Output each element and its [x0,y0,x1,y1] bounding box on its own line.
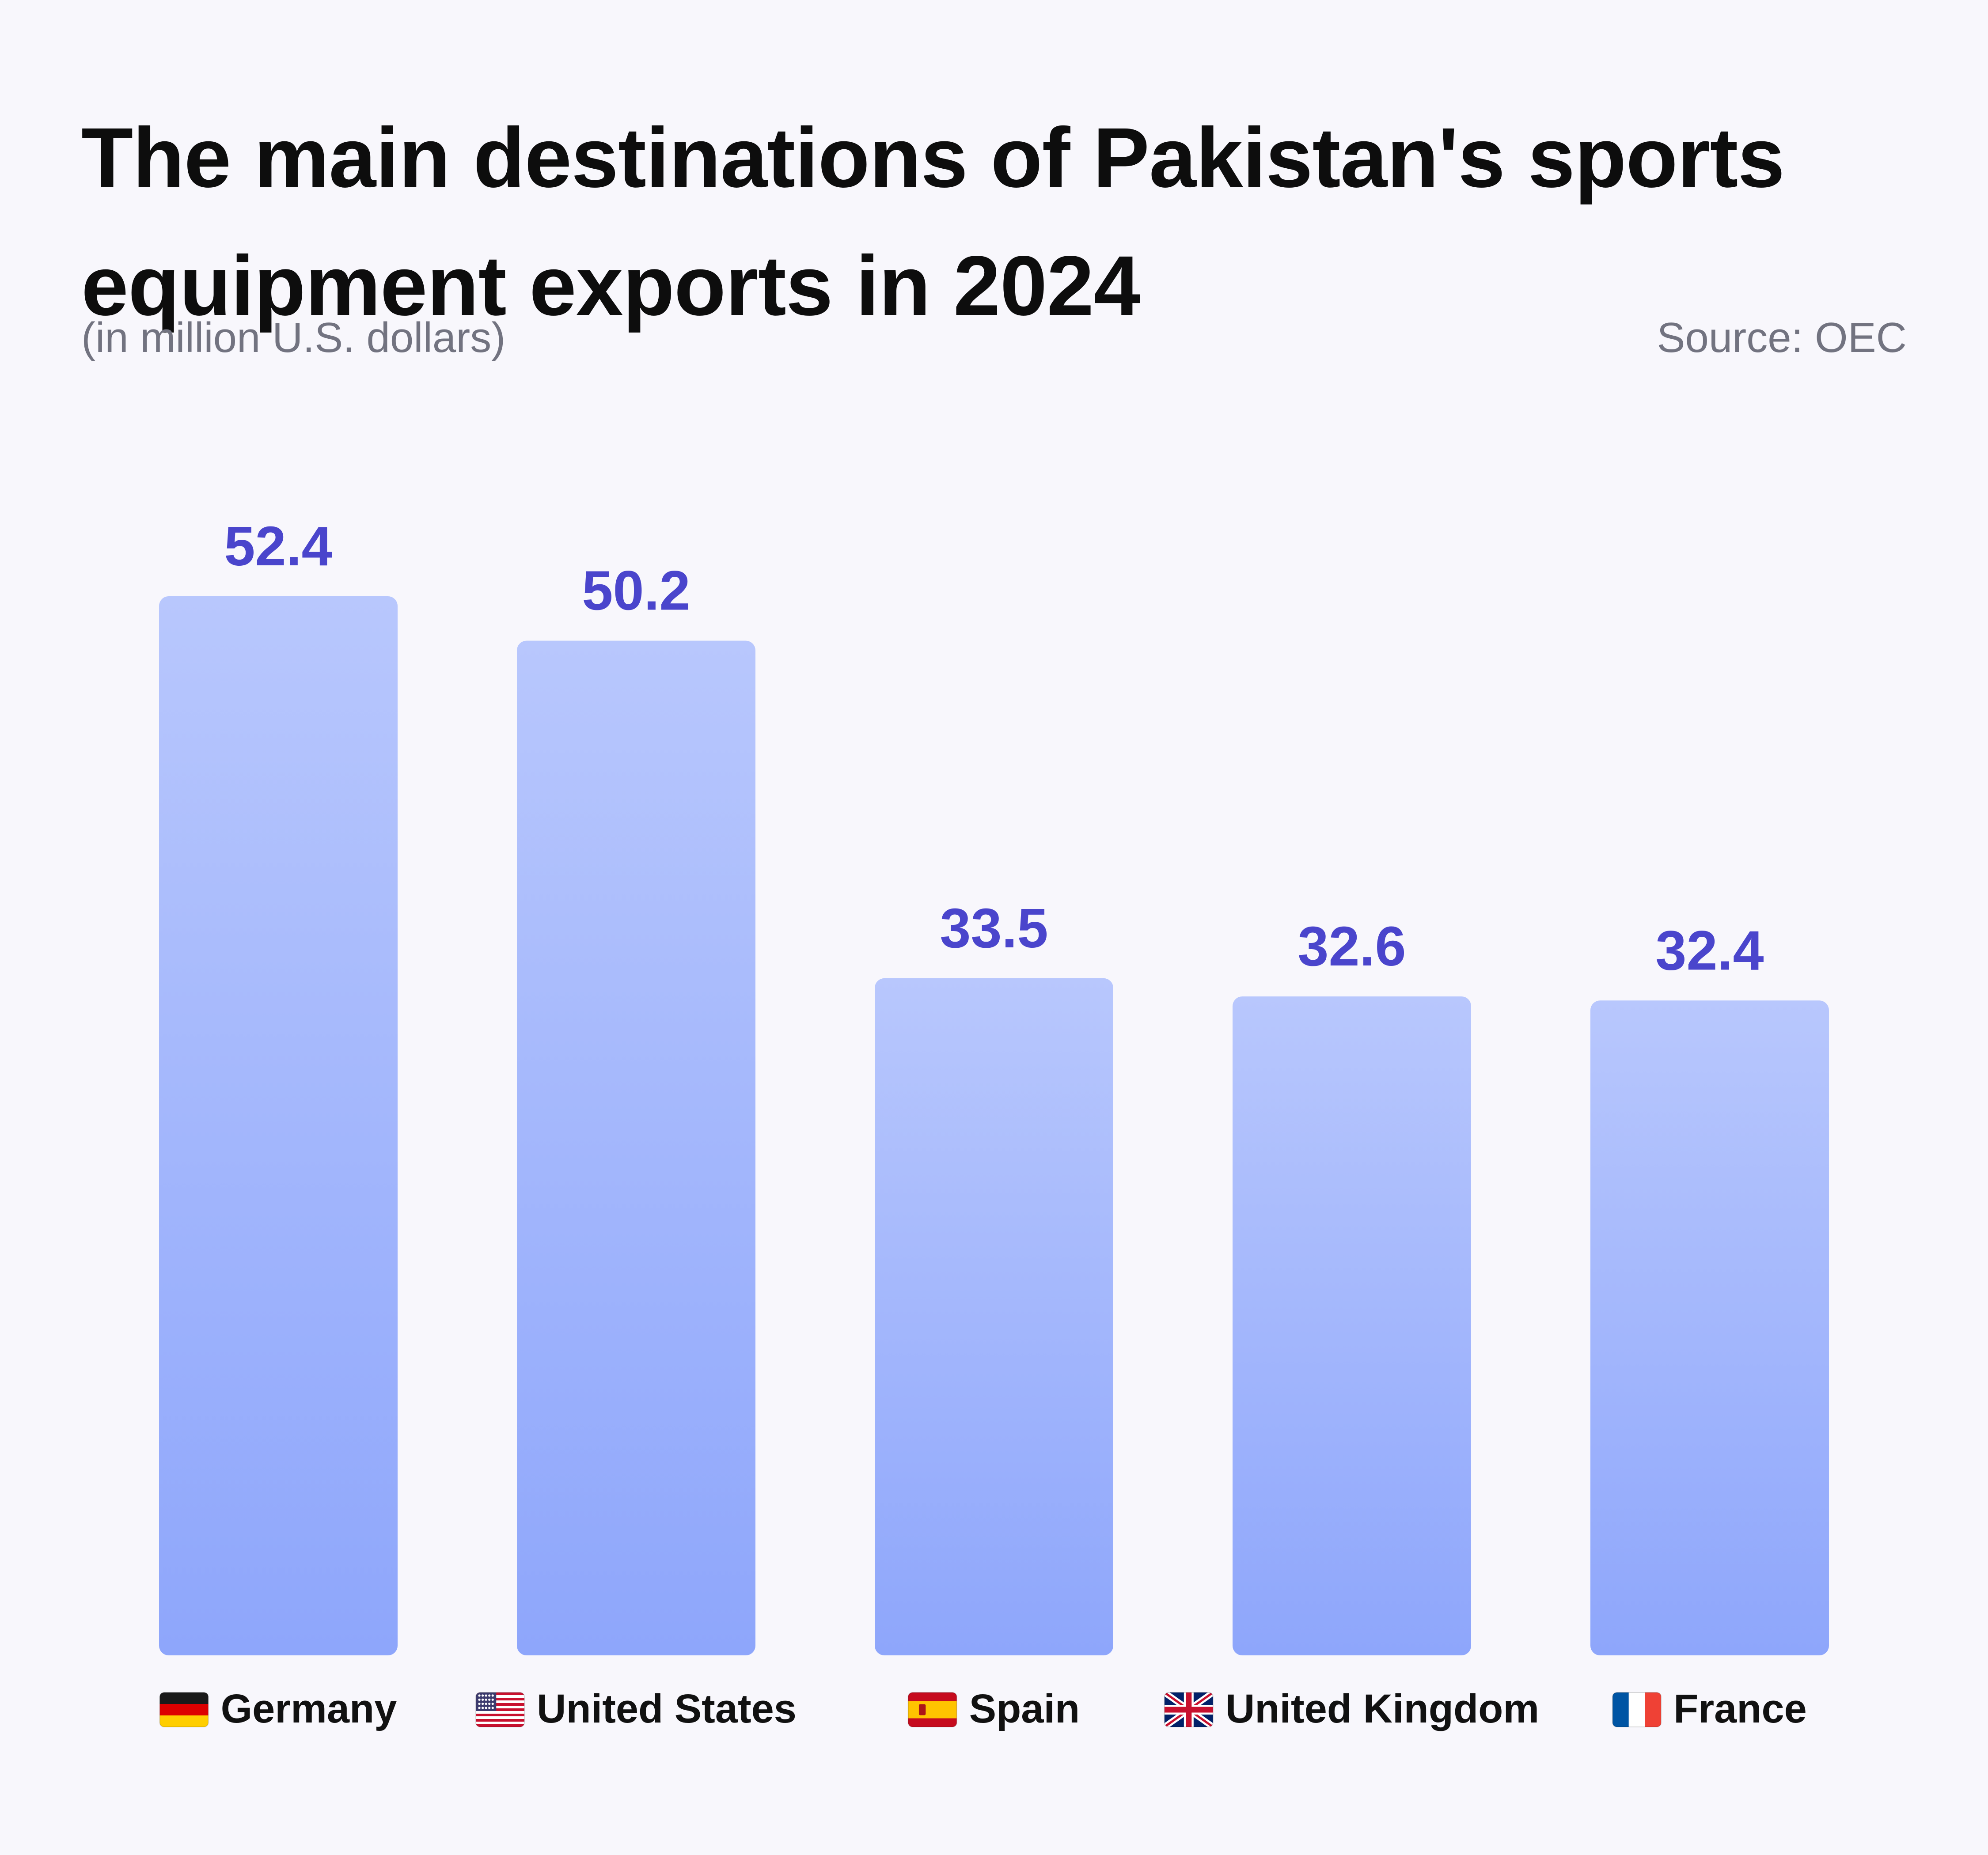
category-name: United Kingdom [1225,1686,1539,1731]
spain-flag [907,1692,957,1727]
germany-flag [159,1692,209,1727]
category-labels-group: Germany United States Spain United Kingdom F… [159,1686,1807,1731]
bars-group [159,596,1829,1655]
bar-spain [875,978,1113,1655]
category-label: Germany [159,1686,397,1731]
category-name: United States [537,1686,797,1731]
united-states-flag [475,1692,525,1727]
category-label: Spain [907,1686,1080,1731]
category-label: United Kingdom [1164,1686,1539,1731]
france-flag [1612,1692,1662,1727]
value-label: 32.4 [1655,919,1764,981]
united-kingdom-flag [1164,1692,1214,1727]
category-label: France [1612,1686,1807,1731]
value-label: 32.6 [1298,915,1406,977]
category-name: Spain [969,1686,1080,1731]
source-note: Source: OEC [1657,314,1907,361]
value-label: 33.5 [940,897,1048,959]
chart-title: The main destinations of Pakistan's spor… [81,110,1785,333]
bar-united-kingdom [1233,996,1471,1655]
bar-united-states [517,640,755,1655]
category-name: Germany [221,1686,397,1731]
chart-subtitle: (in million U.S. dollars) [81,314,506,361]
category-name: France [1673,1686,1807,1731]
value-label: 50.2 [582,560,690,622]
category-label: United States [475,1686,797,1731]
bar-germany [159,596,398,1655]
value-label: 52.4 [224,515,332,577]
value-labels-group: 52.4 50.2 33.5 32.6 32.4 [224,515,1764,981]
bar-france [1590,1000,1829,1655]
